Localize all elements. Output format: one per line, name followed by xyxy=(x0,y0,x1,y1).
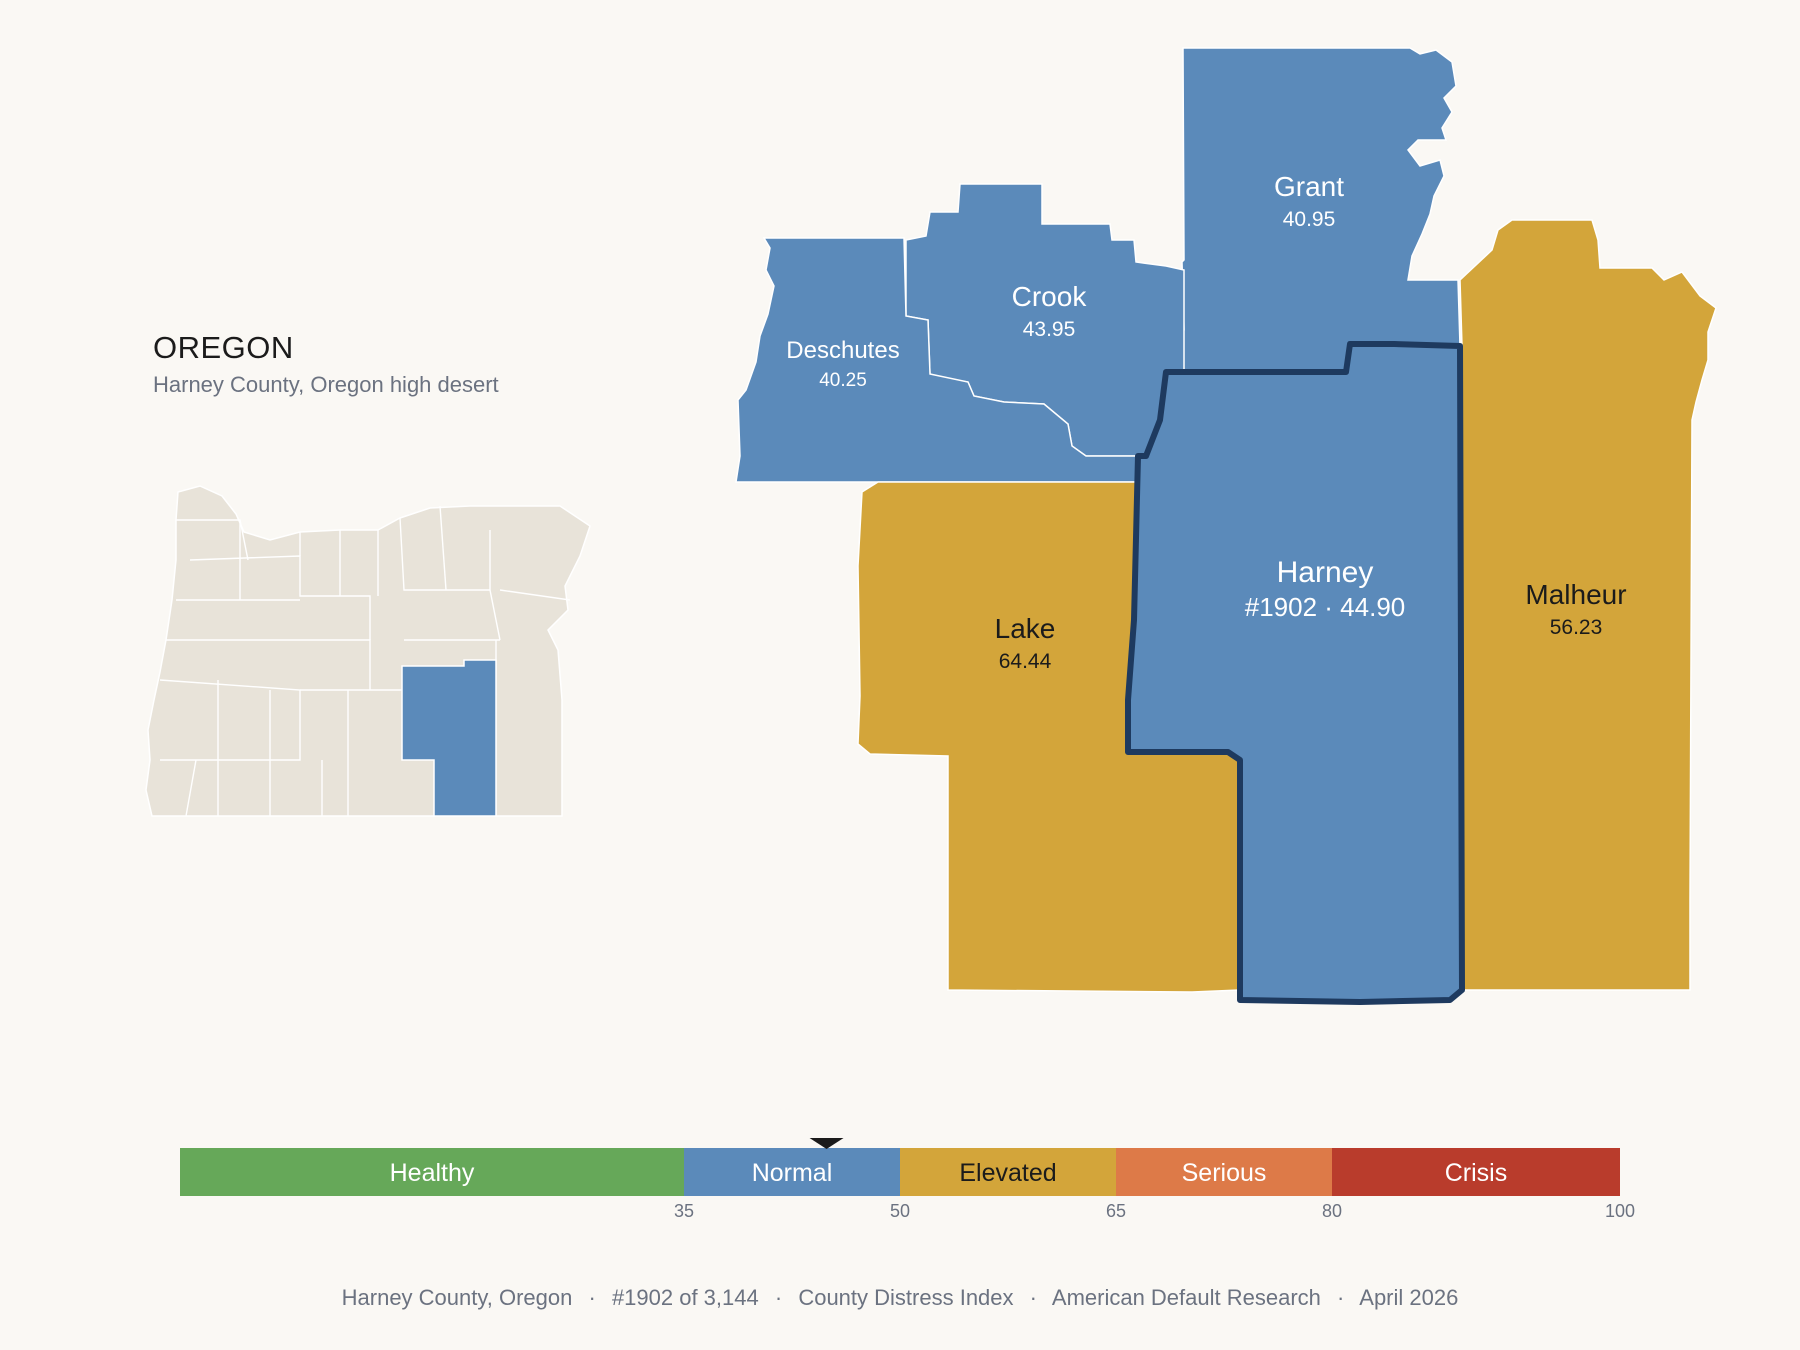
scale-tick-label: 80 xyxy=(1322,1201,1342,1221)
county-value-deschutes: 40.25 xyxy=(819,370,867,391)
county-value-harney: #1902 · 44.90 xyxy=(1245,592,1405,622)
scale-band-elevated xyxy=(900,1148,1116,1196)
scale-tick-label: 50 xyxy=(890,1201,910,1221)
county-map xyxy=(735,47,1717,1005)
county-value-malheur: 56.23 xyxy=(1550,616,1603,639)
oregon-outline xyxy=(145,485,591,817)
county-label-crook: Crook xyxy=(1012,281,1088,312)
scale-band-normal xyxy=(684,1148,900,1196)
county-value-grant: 40.95 xyxy=(1283,208,1336,231)
scale-band-label-normal: Normal xyxy=(752,1159,833,1187)
footer-separator: · xyxy=(774,1285,783,1310)
scale-band-label-serious: Serious xyxy=(1182,1159,1267,1187)
state-title: OREGON xyxy=(153,330,294,365)
scale-band-label-elevated: Elevated xyxy=(959,1159,1056,1187)
footer-separator: · xyxy=(1337,1285,1345,1310)
county-label-lake: Lake xyxy=(995,613,1056,644)
scale-band-label-crisis: Crisis xyxy=(1445,1159,1508,1187)
county-labels: Grant 40.95 Crook 43.95 Deschutes 40.25 … xyxy=(786,171,1626,673)
scale-band-label-healthy: Healthy xyxy=(390,1159,475,1187)
county-label-malheur: Malheur xyxy=(1525,579,1626,610)
scale-band-healthy xyxy=(180,1148,684,1196)
footer-county: Harney County, Oregon xyxy=(341,1285,573,1310)
county-label-grant: Grant xyxy=(1274,171,1344,202)
scale-band-serious xyxy=(1116,1148,1332,1196)
county-label-harney: Harney xyxy=(1277,556,1374,589)
oregon-county-lines xyxy=(159,505,571,817)
oregon-inset-map xyxy=(145,485,591,817)
county-malheur[interactable] xyxy=(1459,219,1717,991)
footer-rank: #1902 of 3,144 xyxy=(611,1285,759,1310)
county-label-deschutes: Deschutes xyxy=(786,337,899,364)
footer-caption: Harney County, Oregon · #1902 of 3,144 ·… xyxy=(0,1285,1800,1311)
state-subtitle: Harney County, Oregon high desert xyxy=(153,372,499,397)
inset-harney-highlight xyxy=(401,659,497,817)
scale-band-crisis xyxy=(1332,1148,1620,1196)
footer-date: April 2026 xyxy=(1359,1285,1459,1310)
footer-separator: · xyxy=(588,1285,596,1310)
county-value-lake: 64.44 xyxy=(999,650,1052,673)
footer-index-name: County Distress Index xyxy=(798,1285,1014,1310)
distress-scale-legend: Healthy Normal Elevated Serious Crisis 35 50 65… xyxy=(180,1138,1635,1221)
footer-source: American Default Research xyxy=(1051,1285,1321,1310)
footer-separator: · xyxy=(1029,1285,1037,1310)
scale-tick-label: 100 xyxy=(1605,1201,1635,1221)
county-harney[interactable] xyxy=(1125,341,1465,1005)
scale-marker-triangle-icon xyxy=(809,1138,844,1149)
scale-tick-label: 35 xyxy=(674,1201,694,1221)
scale-tick-label: 65 xyxy=(1106,1201,1126,1221)
county-value-crook: 43.95 xyxy=(1023,318,1076,341)
